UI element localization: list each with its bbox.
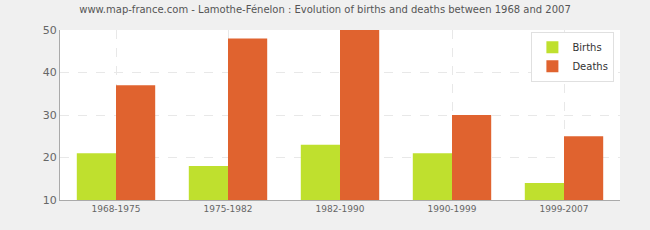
svg-text:30: 30 [43, 109, 57, 122]
svg-text:20: 20 [43, 151, 57, 164]
svg-text:10: 10 [43, 194, 57, 207]
svg-text:1999-2007: 1999-2007 [539, 204, 588, 214]
svg-text:1968-1975: 1968-1975 [91, 204, 140, 214]
svg-text:1990-1999: 1990-1999 [427, 204, 476, 214]
svg-text:www.map-france.com - Lamothe-F: www.map-france.com - Lamothe-Fénelon : E… [79, 4, 571, 15]
svg-text:40: 40 [43, 66, 57, 79]
svg-text:Births: Births [572, 42, 601, 53]
svg-text:Deaths: Deaths [572, 61, 607, 72]
svg-text:1982-1990: 1982-1990 [315, 204, 364, 214]
svg-text:50: 50 [43, 24, 57, 37]
svg-text:1975-1982: 1975-1982 [203, 204, 252, 214]
